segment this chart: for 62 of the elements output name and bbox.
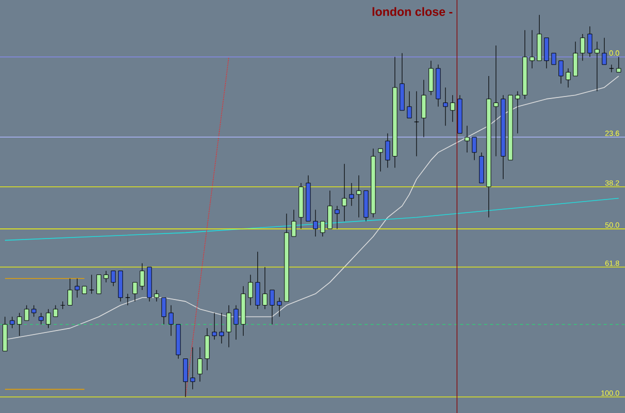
candlestick bbox=[183, 358, 188, 398]
candlestick bbox=[421, 80, 426, 138]
candlestick bbox=[450, 94, 456, 122]
candlestick bbox=[140, 262, 145, 290]
candlestick bbox=[255, 251, 260, 310]
candlestick bbox=[110, 270, 116, 286]
candlestick bbox=[291, 209, 296, 237]
candlestick bbox=[89, 274, 94, 294]
candlestick bbox=[219, 312, 224, 344]
candlestick bbox=[594, 41, 600, 92]
candlestick bbox=[443, 87, 448, 126]
candlestick bbox=[270, 290, 275, 325]
candlestick bbox=[168, 304, 174, 336]
candlestick bbox=[587, 26, 592, 58]
candlestick bbox=[349, 182, 354, 206]
candlestick bbox=[558, 60, 564, 84]
candlestick bbox=[10, 316, 15, 328]
candlestick bbox=[551, 52, 556, 65]
candlestick bbox=[494, 45, 498, 157]
candlestick bbox=[38, 312, 44, 325]
candlestick bbox=[96, 274, 102, 294]
candlestick bbox=[356, 175, 362, 218]
candlestick bbox=[406, 91, 412, 118]
candlestick bbox=[226, 304, 232, 348]
candlestick bbox=[616, 56, 622, 73]
candlestick bbox=[385, 133, 390, 168]
candlestick bbox=[566, 68, 571, 88]
candlestick bbox=[530, 30, 534, 69]
candlestick bbox=[262, 266, 268, 310]
candlestick bbox=[464, 125, 470, 153]
annotation: london close - bbox=[372, 7, 452, 16]
candlestick bbox=[342, 164, 347, 222]
candlestick bbox=[515, 91, 520, 134]
candlestick bbox=[248, 274, 253, 306]
candlestick bbox=[212, 312, 217, 340]
candlestick bbox=[154, 290, 160, 302]
candlestick bbox=[46, 308, 51, 328]
candlestick bbox=[104, 270, 108, 283]
candlestick bbox=[602, 38, 607, 65]
candlestick bbox=[161, 297, 166, 325]
candlestick bbox=[334, 206, 340, 230]
candlestick bbox=[572, 41, 578, 76]
candlestick bbox=[17, 312, 22, 336]
candlestick bbox=[378, 148, 383, 172]
candlestick bbox=[428, 60, 434, 96]
candlestick bbox=[580, 34, 586, 62]
candlestick bbox=[68, 278, 72, 306]
candlestick bbox=[198, 346, 202, 382]
candlestick bbox=[132, 282, 138, 302]
candlestick bbox=[276, 297, 282, 318]
candlestick bbox=[472, 136, 477, 160]
candlestick bbox=[74, 278, 80, 298]
candlestick bbox=[544, 38, 549, 69]
candlestick bbox=[31, 304, 36, 318]
candlestick bbox=[53, 304, 58, 318]
candlestick bbox=[24, 304, 30, 321]
candlestick bbox=[234, 304, 238, 340]
candlestick bbox=[313, 209, 318, 237]
candlestick bbox=[204, 328, 210, 371]
candlestick bbox=[327, 190, 332, 230]
candlestick bbox=[320, 220, 326, 237]
candlestick bbox=[190, 346, 196, 390]
